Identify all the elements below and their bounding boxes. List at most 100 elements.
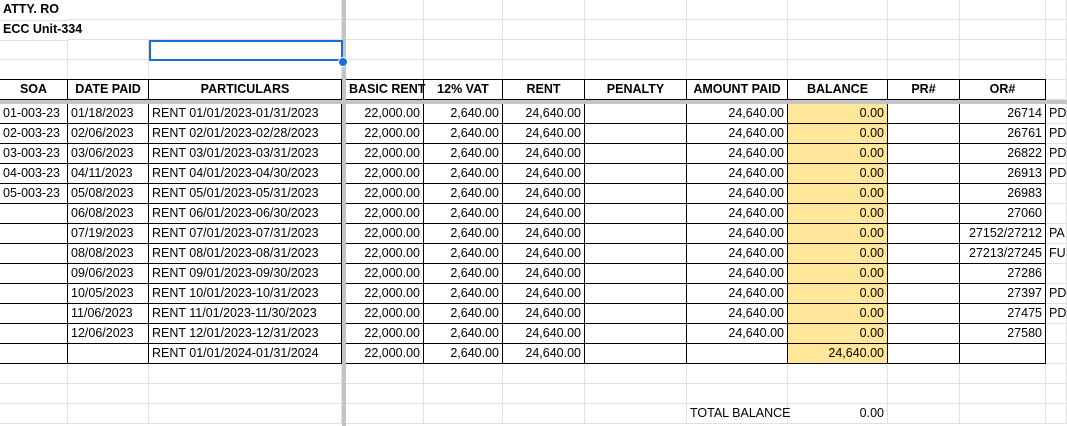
cell-or[interactable]: 27060 [959, 203, 1046, 224]
cell-particulars[interactable]: RENT 10/01/2023-10/31/2023 [148, 283, 342, 304]
cell-pr[interactable] [887, 143, 960, 164]
cell-particulars[interactable]: RENT 04/01/2023-04/30/2023 [148, 163, 342, 184]
cell[interactable] [68, 60, 149, 80]
total-balance-label[interactable]: TOTAL BALANCE [687, 404, 791, 424]
cell-penalty[interactable] [584, 103, 687, 124]
cell-rent[interactable]: 24,640.00 [502, 143, 585, 164]
cell-balance[interactable]: 0.00 [787, 103, 888, 124]
cell-vat[interactable]: 2,640.00 [423, 143, 503, 164]
cell-soa[interactable]: 03-003-23 [0, 143, 68, 164]
cell-soa[interactable] [0, 223, 68, 244]
cell-soa[interactable] [0, 343, 68, 364]
cell-basic-rent[interactable]: 22,000.00 [345, 203, 424, 224]
cell[interactable] [585, 364, 687, 384]
cell-vat[interactable]: 2,640.00 [423, 303, 503, 324]
cell-pr[interactable] [887, 263, 960, 284]
cell[interactable] [960, 40, 1046, 60]
cell[interactable] [585, 384, 687, 404]
cell[interactable] [68, 384, 149, 404]
cell[interactable] [788, 364, 888, 384]
cell-particulars[interactable]: RENT 11/01/2023-11/30/2023 [148, 303, 342, 324]
cell[interactable] [68, 40, 149, 60]
cell-particulars[interactable]: RENT 01/01/2024-01/31/2024 [148, 343, 342, 364]
cell-amount-paid[interactable]: 24,640.00 [686, 143, 788, 164]
cell-amount-paid[interactable] [686, 343, 788, 364]
cell[interactable] [1046, 60, 1067, 80]
cell-date-paid[interactable]: 10/05/2023 [67, 283, 149, 304]
cell-particulars[interactable]: RENT 09/01/2023-09/30/2023 [148, 263, 342, 284]
cell-amount-paid[interactable]: 24,640.00 [686, 223, 788, 244]
cell-rent[interactable]: 24,640.00 [502, 343, 585, 364]
cell[interactable] [346, 364, 424, 384]
cell[interactable] [585, 20, 687, 40]
cell-date-paid[interactable]: 06/08/2023 [67, 203, 149, 224]
cell[interactable] [0, 404, 68, 424]
cell[interactable] [346, 20, 424, 40]
cell[interactable] [149, 404, 342, 424]
cell-particulars[interactable]: RENT 07/01/2023-07/31/2023 [148, 223, 342, 244]
cell-rent[interactable]: 24,640.00 [502, 103, 585, 124]
cell-note[interactable] [1046, 324, 1067, 344]
cell-particulars[interactable]: RENT 01/01/2023-01/31/2023 [148, 103, 342, 124]
title-line2[interactable]: ECC Unit-334 [0, 20, 82, 41]
cell-particulars[interactable]: RENT 03/01/2023-03/31/2023 [148, 143, 342, 164]
cell-balance[interactable]: 0.00 [787, 263, 888, 284]
cell-basic-rent[interactable]: 22,000.00 [345, 123, 424, 144]
cell-balance[interactable]: 0.00 [787, 283, 888, 304]
cell-balance[interactable]: 0.00 [787, 123, 888, 144]
cell[interactable] [424, 40, 503, 60]
fill-handle[interactable] [338, 57, 348, 67]
cell-vat[interactable]: 2,640.00 [423, 123, 503, 144]
cell[interactable] [960, 60, 1046, 80]
cell[interactable] [503, 40, 585, 60]
cell[interactable] [888, 404, 960, 424]
cell[interactable] [1046, 364, 1067, 384]
cell-note[interactable] [1046, 204, 1067, 224]
cell-or[interactable]: 26822 [959, 143, 1046, 164]
cell-pr[interactable] [887, 223, 960, 244]
cell[interactable] [503, 20, 585, 40]
cell-or[interactable]: 27286 [959, 263, 1046, 284]
cell[interactable] [687, 20, 788, 40]
cell-penalty[interactable] [584, 303, 687, 324]
cell-basic-rent[interactable]: 22,000.00 [345, 223, 424, 244]
cell[interactable] [424, 384, 503, 404]
cell[interactable] [1046, 384, 1067, 404]
cell[interactable] [888, 384, 960, 404]
cell-note[interactable] [1046, 184, 1067, 204]
cell-rent[interactable]: 24,640.00 [502, 163, 585, 184]
cell-penalty[interactable] [584, 263, 687, 284]
cell-note[interactable]: PD [1046, 304, 1067, 324]
cell[interactable] [687, 364, 788, 384]
cell[interactable] [1046, 404, 1067, 424]
cell-penalty[interactable] [584, 143, 687, 164]
cell[interactable] [888, 0, 960, 20]
cell-rent[interactable]: 24,640.00 [502, 263, 585, 284]
title-line1[interactable]: ATTY. RO [0, 0, 69, 21]
cell[interactable] [788, 20, 888, 40]
cell[interactable] [346, 60, 424, 80]
cell-particulars[interactable]: RENT 12/01/2023-12/31/2023 [148, 323, 342, 344]
cell-basic-rent[interactable]: 22,000.00 [345, 323, 424, 344]
cell-amount-paid[interactable]: 24,640.00 [686, 183, 788, 204]
cell[interactable] [503, 384, 585, 404]
cell-vat[interactable]: 2,640.00 [423, 343, 503, 364]
cell[interactable] [424, 404, 503, 424]
cell-date-paid[interactable]: 03/06/2023 [67, 143, 149, 164]
cell-vat[interactable]: 2,640.00 [423, 323, 503, 344]
cell-rent[interactable]: 24,640.00 [502, 323, 585, 344]
cell[interactable] [687, 60, 788, 80]
cell-basic-rent[interactable]: 22,000.00 [345, 343, 424, 364]
cell-amount-paid[interactable]: 24,640.00 [686, 303, 788, 324]
cell-basic-rent[interactable]: 22,000.00 [345, 143, 424, 164]
cell-or[interactable]: 26913 [959, 163, 1046, 184]
cell-soa[interactable]: 04-003-23 [0, 163, 68, 184]
cell-penalty[interactable] [584, 203, 687, 224]
cell[interactable] [0, 60, 68, 80]
cell-pr[interactable] [887, 303, 960, 324]
cell-particulars[interactable]: RENT 05/01/2023-05/31/2023 [148, 183, 342, 204]
cell-or[interactable]: 26761 [959, 123, 1046, 144]
cell[interactable] [149, 384, 342, 404]
cell[interactable] [503, 0, 585, 20]
cell-soa[interactable] [0, 323, 68, 344]
